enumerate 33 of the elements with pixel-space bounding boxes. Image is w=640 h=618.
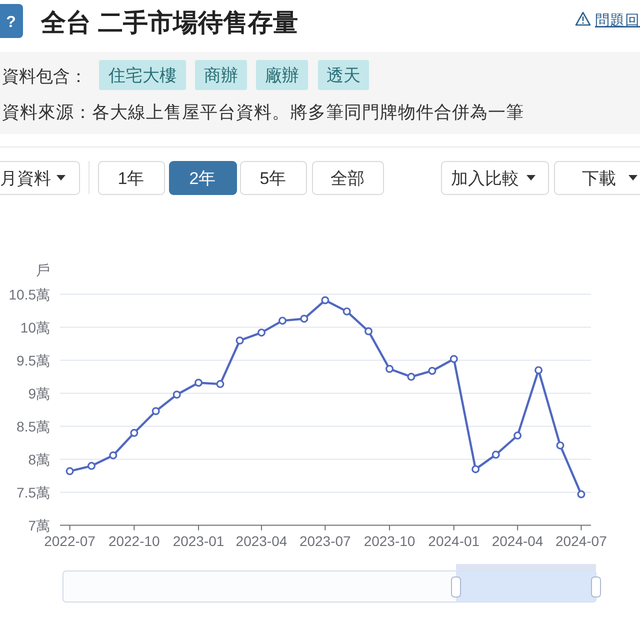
x-tick-label: 2024-01 <box>428 533 480 549</box>
y-tick-label: 7.5萬 <box>16 484 50 500</box>
y-tick-label: 10萬 <box>20 319 50 336</box>
y-tick-label: 10.5萬 <box>8 286 50 302</box>
y-tick-label: 9.5萬 <box>16 352 50 368</box>
x-tick-label: 2023-04 <box>236 533 288 549</box>
x-tick-label: 2023-07 <box>299 533 351 549</box>
tag-text: 廠辦 <box>265 66 299 85</box>
y-tick-label: 8.5萬 <box>16 418 50 434</box>
dropdown-text: 下載 <box>582 169 616 188</box>
info-text: 資料來源：各大線上售屋平台資料。將多筆同門牌物件合併為一筆 <box>2 102 524 122</box>
button-text: 5年 <box>260 169 286 188</box>
tag-text: 商辦 <box>204 66 238 85</box>
y-tick-label: 9萬 <box>28 385 50 402</box>
button-text: 全部 <box>330 169 364 188</box>
dropdown-text: 加入比較 <box>451 169 519 188</box>
tag-text: 住宅大樓 <box>108 66 176 85</box>
button-text: 1年 <box>118 169 144 188</box>
y-axis-title: 戶 <box>36 262 50 278</box>
info-text: 資料包含： <box>2 67 87 86</box>
x-tick-label: 2023-01 <box>172 533 224 549</box>
x-tick-label: 2024-07 <box>556 533 607 549</box>
help-button-text: ? <box>6 14 16 31</box>
title: 全台 二手市場待售存量 <box>41 9 298 37</box>
x-tick-label: 2023-10 <box>364 533 416 549</box>
x-tick-label: 2024-04 <box>492 533 544 549</box>
y-tick-label: 7萬 <box>28 517 50 534</box>
y-tick-label: 8萬 <box>28 451 50 468</box>
dropdown-text: 月資料 <box>0 169 51 188</box>
x-tick-label: 2022-07 <box>44 533 96 549</box>
x-tick-label: 2022-10 <box>108 533 160 549</box>
button-text: 2年 <box>189 169 216 188</box>
tag-text: 透天 <box>326 66 360 85</box>
